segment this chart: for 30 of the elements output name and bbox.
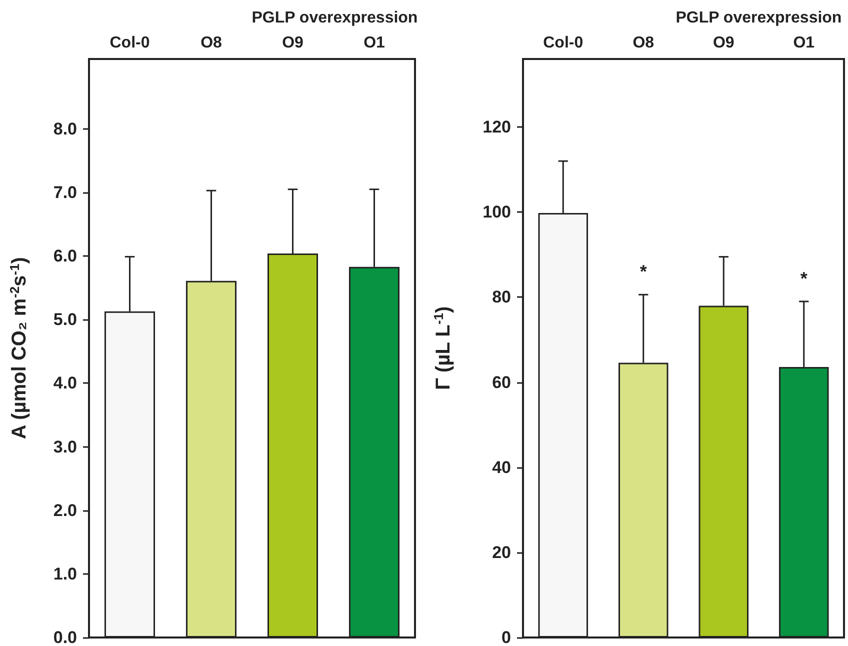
x-tick-label: O8 — [632, 34, 654, 52]
annotation: * — [800, 268, 808, 288]
y-tick-label: 40 — [492, 458, 511, 477]
y-tick-label: 4.0 — [53, 374, 77, 393]
y-tick-label: 60 — [492, 372, 511, 392]
y-tick-label: 6.0 — [53, 246, 77, 266]
x-tick-label: Col-0 — [110, 34, 150, 52]
x-axis-title: PGLP overexpression — [676, 10, 842, 26]
y-axis-title: A (µmol CO₂ m-2s-1) — [7, 257, 30, 440]
y-axis-title: Γ (µL L-1) — [431, 306, 454, 390]
x-tick-label: O9 — [282, 34, 304, 52]
y-tick-label: 0 — [502, 628, 511, 646]
x-tick-label: O9 — [712, 34, 734, 52]
x-tick-label: O1 — [364, 34, 386, 52]
x-tick-label: O8 — [200, 34, 222, 52]
y-tick-label: 100 — [482, 202, 511, 222]
y-tick-label: 5.0 — [53, 310, 77, 330]
y-tick-label: 8.0 — [53, 119, 77, 138]
y-tick-label: 7.0 — [53, 183, 77, 202]
x-tick-label: O1 — [793, 34, 815, 52]
y-tick-label: 1.0 — [53, 564, 77, 584]
y-tick-label: 80 — [492, 288, 511, 307]
y-tick-label: 2.0 — [53, 500, 77, 520]
y-tick-label: 3.0 — [53, 437, 77, 456]
x-tick-label: Col-0 — [543, 34, 584, 52]
annotation: * — [640, 262, 647, 282]
x-axis-title: PGLP overexpression — [252, 10, 418, 26]
y-tick-label: 120 — [482, 118, 511, 137]
y-tick-label: 0.0 — [53, 628, 77, 646]
y-tick-label: 20 — [492, 542, 511, 562]
